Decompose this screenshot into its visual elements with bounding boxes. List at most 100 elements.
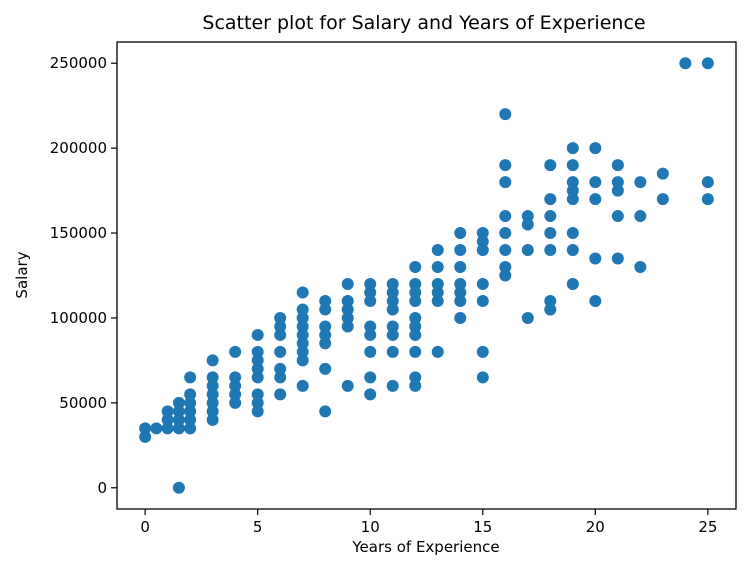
data-point xyxy=(184,371,197,384)
data-point xyxy=(274,371,287,384)
data-point xyxy=(409,261,422,274)
data-point xyxy=(206,405,219,418)
data-point xyxy=(589,176,602,189)
data-point xyxy=(521,210,534,223)
x-tick-label: 20 xyxy=(586,518,605,536)
data-point xyxy=(386,277,399,290)
data-point xyxy=(566,244,579,257)
data-point xyxy=(476,235,489,248)
data-point xyxy=(364,371,377,384)
data-point xyxy=(544,159,557,172)
data-point xyxy=(341,320,354,333)
data-point xyxy=(386,303,399,316)
data-point xyxy=(409,320,422,333)
data-point xyxy=(611,184,624,197)
data-point xyxy=(409,277,422,290)
data-point xyxy=(701,57,714,70)
data-point xyxy=(409,294,422,307)
data-point xyxy=(206,413,219,426)
data-point xyxy=(431,345,444,358)
x-tick-label: 25 xyxy=(698,518,717,536)
data-point xyxy=(656,193,669,206)
x-tick-label: 0 xyxy=(140,518,150,536)
x-tick-label: 5 xyxy=(253,518,263,536)
data-point xyxy=(341,294,354,307)
data-point xyxy=(364,320,377,333)
data-point xyxy=(296,337,309,350)
data-point xyxy=(431,277,444,290)
plot-frame xyxy=(116,41,737,510)
data-point xyxy=(229,379,242,392)
data-point xyxy=(454,286,467,299)
data-point xyxy=(409,328,422,341)
data-point xyxy=(566,193,579,206)
data-point xyxy=(409,311,422,324)
data-point xyxy=(499,244,512,257)
data-point xyxy=(274,362,287,375)
data-point xyxy=(251,396,264,409)
data-point xyxy=(139,422,152,435)
data-point xyxy=(251,362,264,375)
data-point xyxy=(184,413,197,426)
data-point xyxy=(521,311,534,324)
y-tick-label: 250000 xyxy=(50,54,107,72)
data-point xyxy=(589,252,602,265)
data-point xyxy=(251,354,264,367)
data-point xyxy=(319,362,332,375)
data-point xyxy=(172,405,185,418)
data-points xyxy=(139,57,714,494)
data-point xyxy=(251,388,264,401)
data-point xyxy=(386,286,399,299)
data-point xyxy=(341,311,354,324)
x-tick-label: 10 xyxy=(361,518,380,536)
data-point xyxy=(409,286,422,299)
data-point xyxy=(386,320,399,333)
data-point xyxy=(611,176,624,189)
data-point xyxy=(544,210,557,223)
data-point xyxy=(274,311,287,324)
data-point xyxy=(150,422,163,435)
data-point xyxy=(476,371,489,384)
x-tick-label: 15 xyxy=(473,518,492,536)
data-point xyxy=(589,142,602,155)
data-point xyxy=(172,396,185,409)
y-axis-label: Salary xyxy=(13,251,31,298)
data-point xyxy=(206,379,219,392)
data-point xyxy=(454,244,467,257)
data-point xyxy=(386,328,399,341)
data-point xyxy=(431,286,444,299)
y-tick-label: 0 xyxy=(97,479,107,497)
data-point xyxy=(296,354,309,367)
data-point xyxy=(184,405,197,418)
data-point xyxy=(521,244,534,257)
data-point xyxy=(229,388,242,401)
data-point xyxy=(656,167,669,180)
data-point xyxy=(499,159,512,172)
data-point xyxy=(521,218,534,231)
x-axis: 0 5 10 15 20 25 xyxy=(140,509,717,536)
data-point xyxy=(431,244,444,257)
data-point xyxy=(634,210,647,223)
data-point xyxy=(476,345,489,358)
data-point xyxy=(544,294,557,307)
data-point xyxy=(589,193,602,206)
data-point xyxy=(319,328,332,341)
data-point xyxy=(476,294,489,307)
data-point xyxy=(206,396,219,409)
data-point xyxy=(364,286,377,299)
data-point xyxy=(611,252,624,265)
data-point xyxy=(476,244,489,257)
data-point xyxy=(172,413,185,426)
data-point xyxy=(499,176,512,189)
data-point xyxy=(476,277,489,290)
data-point xyxy=(499,269,512,282)
data-point xyxy=(229,345,242,358)
data-point xyxy=(296,328,309,341)
data-point xyxy=(701,176,714,189)
y-axis: 0 50000 100000 150000 200000 250000 xyxy=(50,54,117,497)
data-point xyxy=(274,388,287,401)
data-point xyxy=(296,286,309,299)
data-point xyxy=(319,405,332,418)
data-point xyxy=(454,261,467,274)
data-point xyxy=(544,193,557,206)
